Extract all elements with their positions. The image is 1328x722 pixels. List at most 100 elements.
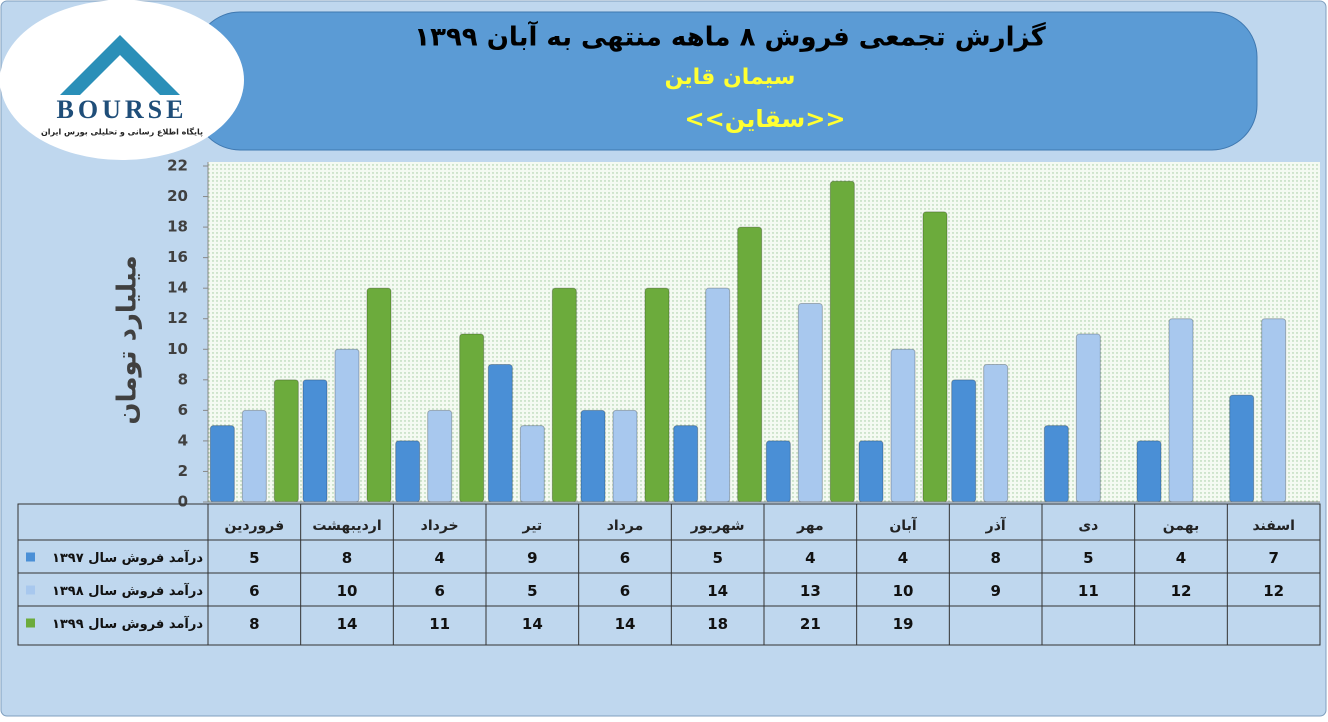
y-tick-label: 4 <box>178 431 188 449</box>
table <box>17 503 1321 646</box>
y-tick-label: 14 <box>167 279 188 297</box>
table-value: 14 <box>615 615 636 633</box>
table-value: 12 <box>1263 582 1284 600</box>
y-tick-label: 20 <box>167 187 188 205</box>
table-value: 11 <box>1078 582 1099 600</box>
x-tick-label: آذر <box>985 516 1007 534</box>
legend-label: درآمد فروش سال ۱۳۹۷ <box>52 549 203 566</box>
bar <box>765 440 791 503</box>
y-tick-label: 16 <box>167 248 188 266</box>
x-tick-label: آبان <box>889 516 917 534</box>
logo-tagline: پایگاه اطلاع رسانی و تحلیلی بورس ایران <box>41 127 203 138</box>
table-value: 14 <box>337 615 358 633</box>
bar <box>1075 333 1101 503</box>
bar <box>427 409 453 503</box>
table-value: 7 <box>1268 549 1278 567</box>
y-tick-label: 18 <box>167 218 188 236</box>
x-tick-label: دی <box>1078 518 1098 534</box>
bar <box>551 287 577 503</box>
bar <box>705 287 731 503</box>
table-value: 18 <box>707 615 728 633</box>
table-value: 14 <box>707 582 728 600</box>
bar <box>395 440 421 503</box>
y-axis-title: میلیارد تومان <box>113 255 143 424</box>
table-value: 9 <box>527 549 537 567</box>
table-value: 11 <box>429 615 450 633</box>
legend-swatch <box>26 585 35 595</box>
bar <box>273 379 299 503</box>
y-tick-label: 22 <box>167 157 188 175</box>
table-value: 5 <box>1083 549 1093 567</box>
bar <box>612 409 638 503</box>
bar <box>983 364 1009 503</box>
bar <box>1261 318 1287 503</box>
bar <box>487 364 513 503</box>
y-tick-label: 12 <box>167 309 188 327</box>
table-value: 4 <box>1176 549 1186 567</box>
bar <box>366 287 392 503</box>
table-value: 5 <box>712 549 722 567</box>
bar <box>334 348 360 503</box>
table-value: 6 <box>434 582 444 600</box>
table-value: 21 <box>800 615 821 633</box>
bar <box>1229 394 1255 503</box>
bar <box>673 425 699 503</box>
legend-label: درآمد فروش سال ۱۳۹۸ <box>52 582 203 599</box>
bar <box>302 379 328 503</box>
logo-bg <box>0 0 244 160</box>
y-tick-label: 10 <box>167 340 188 358</box>
plot-area <box>208 162 1320 502</box>
bar <box>858 440 884 503</box>
bar <box>644 287 670 503</box>
logo-shape <box>60 35 180 95</box>
x-tick-label: خرداد <box>421 518 459 534</box>
table-value: 12 <box>1171 582 1192 600</box>
chart-subtitle: سیمان قاین <box>665 65 796 90</box>
table-value: 10 <box>337 582 358 600</box>
bar <box>241 409 267 503</box>
bar <box>890 348 916 503</box>
bar <box>797 302 823 503</box>
table-value: 4 <box>434 549 444 567</box>
table-value: 9 <box>990 582 1000 600</box>
y-tick-label: 2 <box>178 462 188 480</box>
bar <box>459 333 485 503</box>
table-value: 6 <box>249 582 259 600</box>
logo-name: BOURSE <box>57 95 188 124</box>
x-tick-label: تیر <box>521 518 542 534</box>
table-value: 4 <box>898 549 908 567</box>
bar <box>951 379 977 503</box>
bar <box>519 425 545 503</box>
chart-title: گزارش تجمعی فروش ۸ ماهه منتهی به آبان ۱۳… <box>414 21 1046 53</box>
x-tick-label: شهریور <box>690 518 745 534</box>
bar <box>580 409 606 503</box>
legend-swatch <box>26 552 35 562</box>
x-tick-label: مرداد <box>607 518 644 534</box>
x-tick-label: اسفند <box>1252 518 1294 534</box>
x-tick-label: اردیبهشت <box>312 518 381 534</box>
table-value: 5 <box>249 549 259 567</box>
table-value: 5 <box>527 582 537 600</box>
bar <box>829 180 855 503</box>
symbol: <<سقاین>> <box>685 105 846 133</box>
x-tick-label: بهمن <box>1163 518 1199 534</box>
x-tick-label: مهر <box>796 518 824 534</box>
table-value: 13 <box>800 582 821 600</box>
table-value: 10 <box>893 582 914 600</box>
table-value: 8 <box>249 615 259 633</box>
table-value: 14 <box>522 615 543 633</box>
legend-label: درآمد فروش سال ۱۳۹۹ <box>52 615 203 632</box>
y-tick-label: 0 <box>178 493 188 511</box>
y-tick-label: 6 <box>178 401 188 419</box>
bar <box>737 226 763 503</box>
bar <box>1043 425 1069 503</box>
table-value: 19 <box>893 615 914 633</box>
table-value: 8 <box>990 549 1000 567</box>
table-value: 4 <box>805 549 815 567</box>
bar <box>1168 318 1194 503</box>
y-tick-label: 8 <box>178 370 188 388</box>
legend-swatch <box>26 618 35 628</box>
bar <box>1136 440 1162 503</box>
table-value: 6 <box>620 549 630 567</box>
